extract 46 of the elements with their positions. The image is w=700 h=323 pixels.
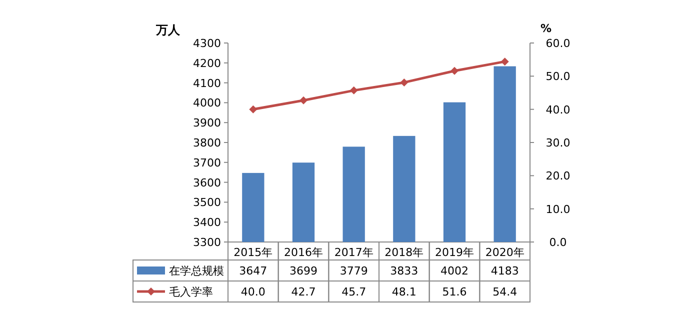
data-label: 54.4: [492, 286, 518, 298]
data-label: 51.6: [442, 286, 467, 298]
x-tick-label: 2018年: [384, 246, 424, 259]
y2-tick-label: 60.0: [546, 37, 570, 50]
x-tick-label: 2016年: [284, 246, 323, 259]
x-tick-label: 2017年: [334, 246, 374, 259]
y-tick-label: 4100: [193, 76, 221, 90]
data-label: 45.7: [342, 286, 366, 298]
data-label: 42.7: [291, 286, 316, 298]
point: [249, 105, 258, 114]
data-label: 4002: [440, 264, 468, 278]
y2-tick-label: 10.0: [546, 202, 570, 216]
y-tick-label: 4200: [193, 56, 221, 70]
y2-tick-label: 0.0: [549, 236, 567, 249]
data-label: 3833: [390, 264, 418, 278]
x-tick-label: 2015年: [234, 246, 273, 259]
data-label: 40.0: [240, 286, 266, 298]
y-tick-label: 3600: [193, 176, 221, 190]
point: [500, 58, 509, 66]
y2-tick-label: 50.0: [546, 70, 570, 84]
y-tick-label: 3800: [193, 136, 221, 150]
y-tick-label: 3500: [193, 196, 221, 210]
legend-label: 毛入学率: [169, 286, 213, 298]
point: [300, 96, 308, 104]
y2-tick-label: 20.0: [546, 170, 570, 183]
y-axis-title: 万人: [155, 23, 181, 37]
y-tick-label: 4300: [193, 37, 221, 50]
data-label: 3647: [239, 264, 268, 278]
point: [450, 66, 458, 75]
x-tick-label: 2020年: [485, 246, 524, 259]
y2-tick-label: 40.0: [546, 103, 570, 116]
data-label: 3779: [340, 264, 368, 278]
legend-label: 在学总规模: [169, 264, 224, 278]
y-tick-label: 3900: [193, 116, 221, 130]
y-tick-label: 3700: [193, 156, 221, 170]
point: [350, 86, 358, 94]
y-tick-label: 4000: [193, 96, 221, 110]
y2-tick-label: 30.0: [546, 136, 570, 150]
y2-axis-title: %: [540, 22, 552, 35]
point: [400, 78, 408, 86]
x-tick-label: 2019年: [435, 246, 474, 259]
y-tick-label: 3400: [193, 216, 221, 230]
data-label: 4183: [490, 264, 519, 278]
data-label: 48.1: [392, 286, 416, 298]
y-tick-label: 3300: [193, 236, 221, 249]
data-label: 3699: [290, 264, 318, 278]
